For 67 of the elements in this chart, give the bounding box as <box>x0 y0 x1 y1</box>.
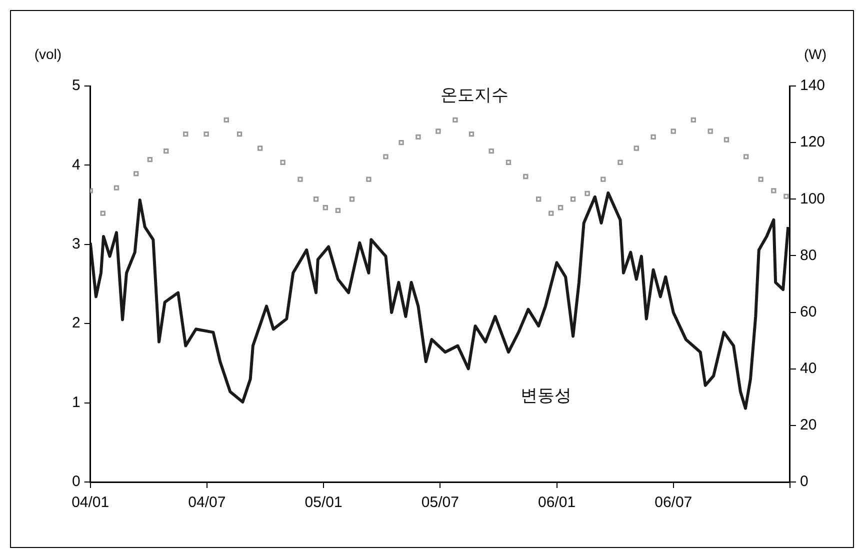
y-axis-title: (vol) <box>34 46 62 62</box>
point <box>634 146 639 151</box>
point <box>322 205 328 210</box>
point <box>416 134 421 140</box>
point <box>548 210 554 216</box>
point <box>335 208 341 214</box>
series-label: 온도지수 <box>440 86 508 105</box>
point <box>724 137 730 142</box>
point <box>650 134 656 140</box>
x-tick-label: 06/01 <box>538 494 576 512</box>
point <box>383 154 388 160</box>
y2-tick-label: 40 <box>800 360 817 377</box>
point <box>349 196 355 202</box>
point <box>771 188 776 194</box>
y-tick-label: 1 <box>72 394 80 411</box>
point <box>452 117 458 123</box>
point <box>468 131 474 137</box>
point <box>147 156 153 162</box>
point <box>204 131 209 137</box>
point <box>280 160 286 165</box>
x-tick-label: 06/07 <box>654 494 692 512</box>
point <box>744 154 749 160</box>
point <box>506 160 512 165</box>
point <box>224 117 229 123</box>
y2-tick-label: 60 <box>800 303 817 320</box>
point <box>488 148 494 154</box>
point <box>690 117 696 123</box>
point <box>536 196 542 202</box>
point <box>584 190 590 196</box>
point <box>708 128 713 134</box>
point <box>366 176 372 182</box>
point <box>100 210 106 216</box>
point <box>398 140 404 146</box>
x-tick-label: 04/07 <box>188 494 226 512</box>
x-tick-label: 05/01 <box>304 494 342 512</box>
point <box>183 131 188 137</box>
point <box>558 205 564 210</box>
y2-tick-label: 140 <box>800 77 826 94</box>
y-tick-label: 5 <box>72 77 80 94</box>
point <box>600 176 606 182</box>
point <box>257 146 263 151</box>
y-tick-label: 4 <box>72 156 80 174</box>
point <box>114 185 120 190</box>
point <box>236 131 242 137</box>
point <box>670 128 676 134</box>
point <box>618 160 623 165</box>
point <box>758 176 764 182</box>
y2-tick-label: 0 <box>800 473 808 490</box>
y-tick-label: 3 <box>72 236 80 253</box>
point <box>436 128 441 134</box>
y-tick-label: 0 <box>72 473 80 490</box>
x-tick-label: 05/07 <box>421 494 459 512</box>
point <box>134 171 139 176</box>
point <box>570 196 576 202</box>
text: 변동성 <box>520 386 572 406</box>
y2-tick-label: 80 <box>800 246 817 264</box>
y-tick-label: 2 <box>72 314 80 332</box>
y2-axis-title: (W) <box>804 46 827 62</box>
y2-tick-label: 20 <box>800 416 817 434</box>
point <box>523 174 528 180</box>
point <box>784 194 789 199</box>
x-tick-label: 04/01 <box>72 494 110 512</box>
point <box>298 176 303 182</box>
point <box>313 196 319 202</box>
y2-tick-label: 120 <box>800 134 826 151</box>
y2-tick-label: 100 <box>800 190 826 208</box>
point <box>164 148 169 154</box>
